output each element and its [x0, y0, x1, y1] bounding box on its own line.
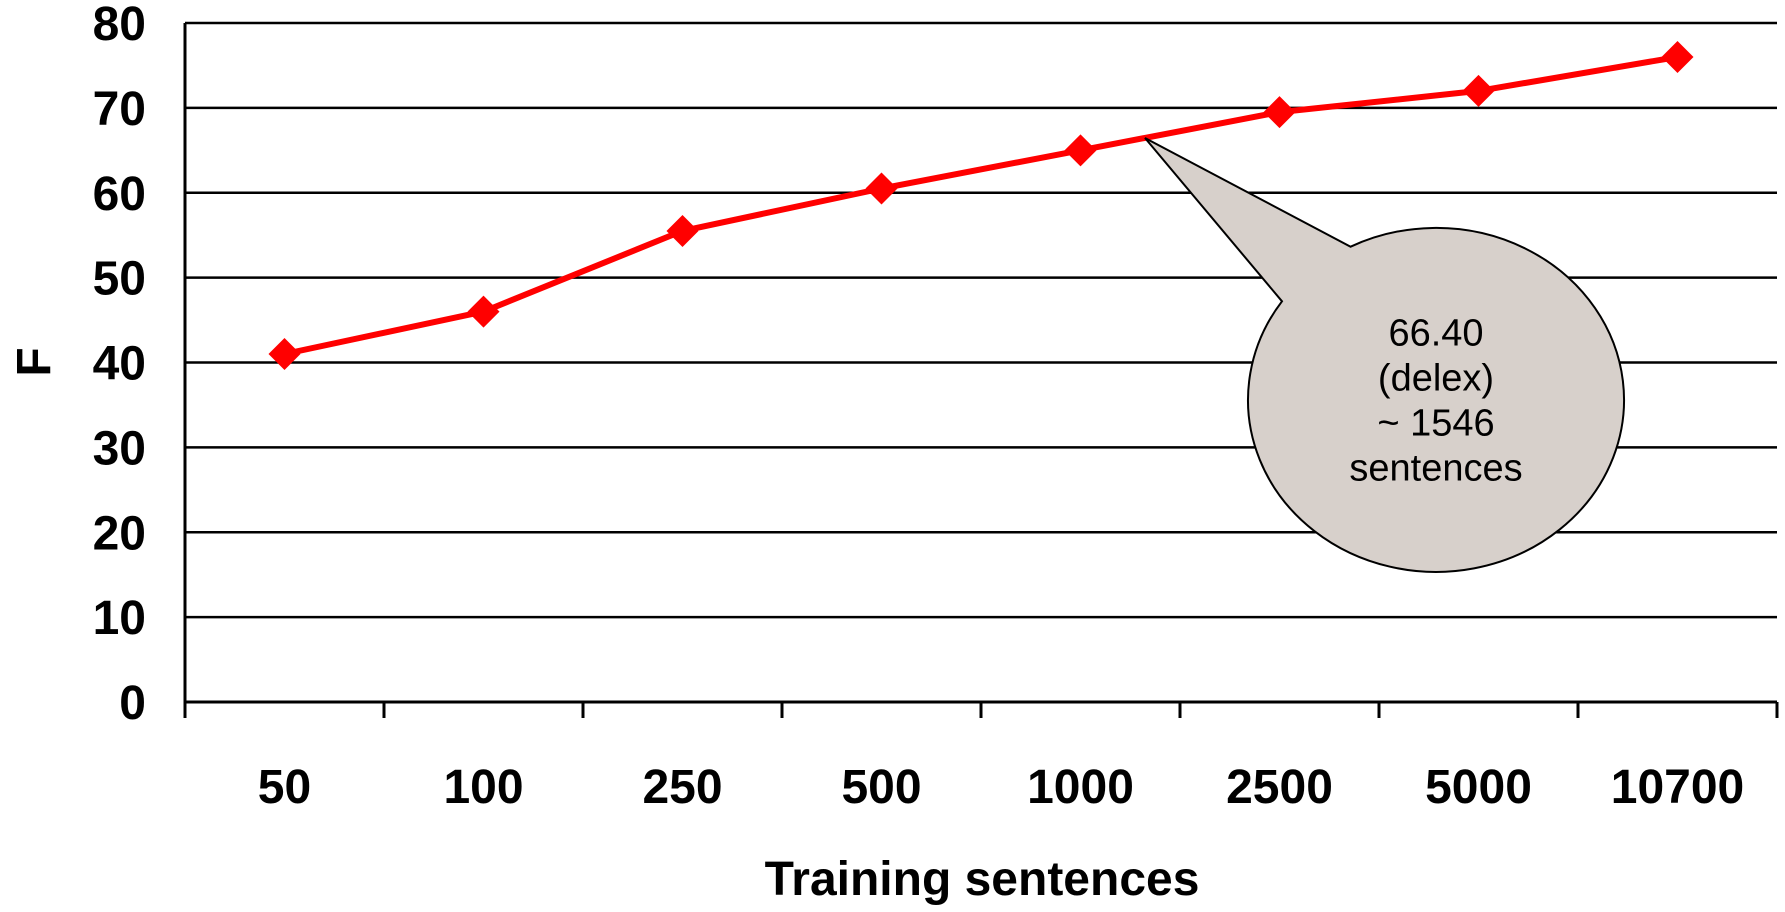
x-tick-label: 5000	[1425, 761, 1532, 814]
y-tick-label: 10	[93, 592, 146, 645]
y-axis-title: F	[8, 347, 61, 376]
series-markers	[268, 40, 1694, 371]
x-tick-label: 10700	[1611, 761, 1744, 814]
callout-text-line: ~ 1546	[1377, 403, 1494, 445]
data-point-marker	[666, 214, 699, 247]
annotation-callout: 66.40 (delex) ~ 1546 sentences	[1144, 137, 1626, 573]
y-tick-label: 40	[93, 338, 146, 391]
gridlines	[185, 21, 1777, 619]
callout-bubble	[1144, 137, 1626, 573]
x-tick-label: 100	[443, 761, 523, 814]
callout-text: 66.40 (delex) ~ 1546 sentences	[1349, 313, 1522, 490]
y-tick-label: 20	[93, 507, 146, 560]
data-point-marker	[1462, 74, 1495, 107]
data-point-marker	[1263, 96, 1296, 129]
data-point-marker	[1661, 40, 1694, 73]
x-tick-label: 2500	[1226, 761, 1333, 814]
series-f	[268, 40, 1694, 371]
data-point-marker	[467, 295, 500, 328]
x-tick-label: 50	[258, 761, 311, 814]
data-point-marker	[268, 338, 301, 371]
y-tick-label: 0	[119, 677, 146, 730]
y-tick-label: 70	[93, 83, 146, 136]
y-tick-label: 30	[93, 422, 146, 475]
series-line	[283, 54, 1679, 357]
y-tick-label: 60	[93, 168, 146, 221]
x-tick-label: 1000	[1027, 761, 1134, 814]
data-point-marker	[1064, 134, 1097, 167]
y-tick-label: 80	[93, 0, 146, 51]
callout-text-line: 66.40	[1388, 313, 1483, 355]
callout-text-line: (delex)	[1378, 358, 1494, 400]
x-tick-label: 500	[841, 761, 921, 814]
data-point-marker	[865, 172, 898, 205]
x-tick-labels: 50 100 250 500 1000 2500 5000 10700	[258, 761, 1744, 814]
x-axis-title: Training sentences	[765, 853, 1200, 906]
x-tick-marks	[183, 702, 1779, 718]
callout-text-line: sentences	[1349, 448, 1522, 490]
y-tick-labels: 0 10 20 30 40 50 60 70 80	[93, 0, 146, 730]
x-tick-label: 250	[642, 761, 722, 814]
y-tick-label: 50	[93, 253, 146, 306]
